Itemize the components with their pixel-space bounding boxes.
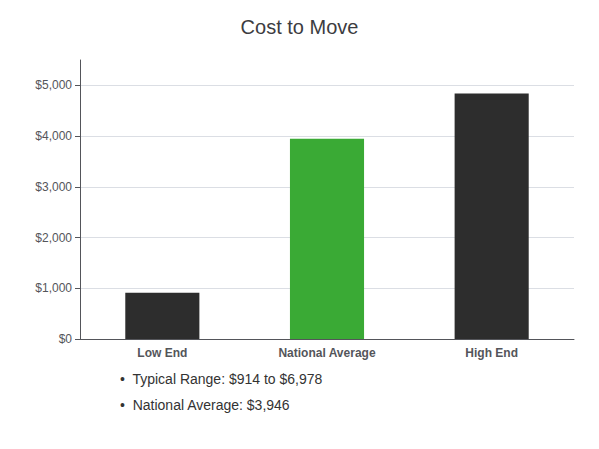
svg-text:High End: High End [465, 346, 518, 360]
svg-text:• National Average: $3,946: • National Average: $3,946 [120, 397, 290, 413]
svg-text:$0: $0 [59, 332, 73, 346]
svg-text:$2,000: $2,000 [35, 231, 72, 245]
svg-text:• Typical Range: $914 to $6,9: • Typical Range: $914 to $6,978 [120, 371, 323, 387]
svg-text:$5,000: $5,000 [35, 78, 72, 92]
svg-text:Low End: Low End [137, 346, 187, 360]
svg-text:$1,000: $1,000 [35, 281, 72, 295]
svg-text:Cost to Move: Cost to Move [241, 16, 359, 38]
svg-text:National Average: National Average [278, 346, 375, 360]
svg-text:$4,000: $4,000 [35, 129, 72, 143]
svg-text:$3,000: $3,000 [35, 180, 72, 194]
